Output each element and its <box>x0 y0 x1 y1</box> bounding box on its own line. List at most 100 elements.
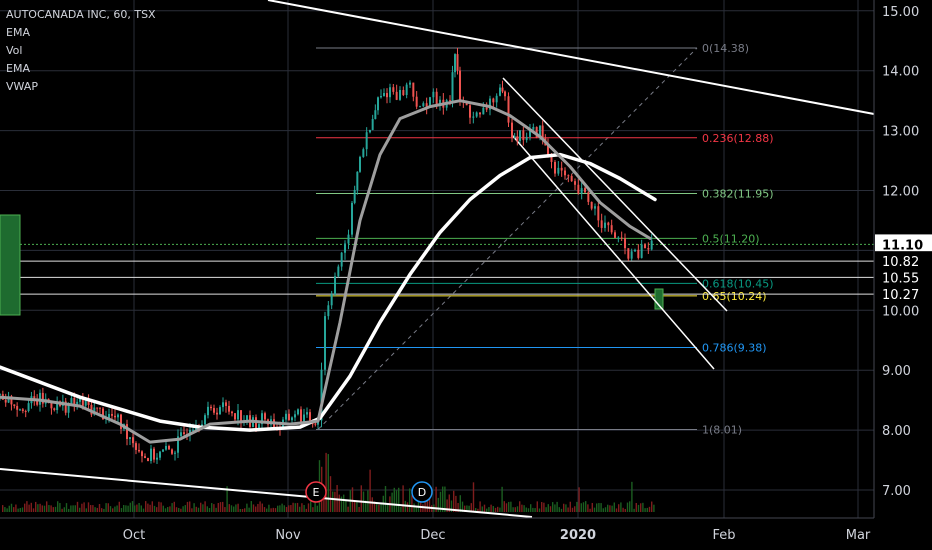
volume-bar <box>151 501 153 512</box>
volume-bar <box>549 506 552 512</box>
volume-bar <box>160 502 162 512</box>
volume-bar <box>178 507 180 512</box>
volume-bar <box>547 504 549 512</box>
volume-bar <box>131 501 134 512</box>
candle-body <box>117 414 119 418</box>
candle-body <box>511 122 513 138</box>
candle-body <box>320 369 323 421</box>
volume-bar <box>288 505 290 512</box>
y-tick-label: 10.00 <box>882 304 919 319</box>
volume-bar <box>576 501 578 512</box>
ema-fast-line <box>0 99 652 444</box>
volume-bar <box>263 507 266 512</box>
x-tick-label: 2020 <box>560 528 596 543</box>
candle-body <box>213 408 215 413</box>
y-tick-label: 8.00 <box>882 424 911 439</box>
y-tick-label: 14.00 <box>882 65 919 80</box>
candle-body <box>314 423 317 425</box>
candle-body <box>309 412 311 424</box>
volume-bar <box>241 508 244 512</box>
candle-body <box>492 98 495 103</box>
candle-body <box>135 443 137 450</box>
candle-body <box>429 97 431 108</box>
candle-body <box>439 99 441 105</box>
volume-bar <box>593 507 596 512</box>
event-marker-circle <box>411 481 433 503</box>
volume-bar <box>277 505 279 512</box>
candle-body <box>513 136 516 138</box>
volume-bar <box>250 501 252 512</box>
legend-indicator-vol[interactable]: Vol <box>6 44 23 57</box>
legend-indicator-vwap[interactable]: VWAP <box>6 80 38 93</box>
volume-bar <box>620 502 622 512</box>
candle-body <box>456 54 459 71</box>
candle-body <box>264 413 266 420</box>
candle-body <box>482 107 485 115</box>
volume-bar <box>591 502 593 512</box>
volume-bar <box>83 502 85 512</box>
volume-bar <box>578 487 580 512</box>
volume-bar <box>125 505 127 512</box>
candle-body <box>570 175 573 182</box>
volume-bar <box>206 506 208 512</box>
legend-indicator-ema-2[interactable]: EMA <box>6 62 30 75</box>
candle-body <box>150 448 152 462</box>
candle-body <box>644 244 646 249</box>
volume-bar <box>255 506 257 512</box>
volume-bar <box>323 488 325 512</box>
volume-bar <box>211 503 213 512</box>
volume-bar <box>345 500 347 512</box>
candle-body <box>79 398 81 402</box>
lower-trendline <box>0 468 533 518</box>
volume-bar <box>413 503 415 512</box>
event-marker-label: E <box>313 486 320 499</box>
candle-body <box>168 445 170 450</box>
candle-body <box>231 411 233 414</box>
volume-bar <box>208 508 211 512</box>
candle-body <box>120 414 122 429</box>
candle-body <box>525 136 528 141</box>
fib-level-label: 0.5(11.20) <box>702 232 760 245</box>
volume-bar <box>545 507 547 512</box>
candle-body <box>607 222 610 226</box>
price-candles <box>0 47 653 464</box>
candle-body <box>550 156 553 162</box>
candle-body <box>532 126 535 130</box>
volume-bar <box>305 508 307 512</box>
volume-bar <box>461 501 464 512</box>
candle-body <box>485 107 488 110</box>
volume-bar <box>57 501 59 512</box>
volume-bar <box>65 503 68 512</box>
volume-bar <box>596 503 598 512</box>
candle-body <box>359 156 361 172</box>
candle-body <box>87 399 90 405</box>
candle-body <box>475 112 478 117</box>
volume-bar <box>409 488 411 512</box>
target-rectangle <box>654 288 664 310</box>
candle-body <box>306 412 308 415</box>
candle-body <box>624 238 626 249</box>
volume-bar <box>538 508 541 512</box>
volume-bar <box>35 501 37 512</box>
candle-body <box>33 396 36 399</box>
volume-bar <box>420 495 422 512</box>
volume-bar <box>290 505 292 512</box>
candle-body <box>516 136 519 141</box>
volume-bar <box>492 506 494 512</box>
legend-indicator-ema-1[interactable]: EMA <box>6 26 30 39</box>
candle-body <box>76 401 79 405</box>
volume-bar <box>50 505 52 512</box>
volume-bar <box>406 502 409 512</box>
candle-body <box>425 103 428 108</box>
candle-body <box>300 409 302 422</box>
volume-bar <box>395 490 398 512</box>
volume-bar <box>74 505 76 512</box>
volume-bar <box>604 507 607 512</box>
volume-bar <box>175 507 178 512</box>
candle-body <box>327 305 330 317</box>
candle-body <box>479 112 481 115</box>
volume-bar <box>437 497 439 512</box>
volume-bar <box>365 500 367 512</box>
volume-bar <box>217 502 219 512</box>
